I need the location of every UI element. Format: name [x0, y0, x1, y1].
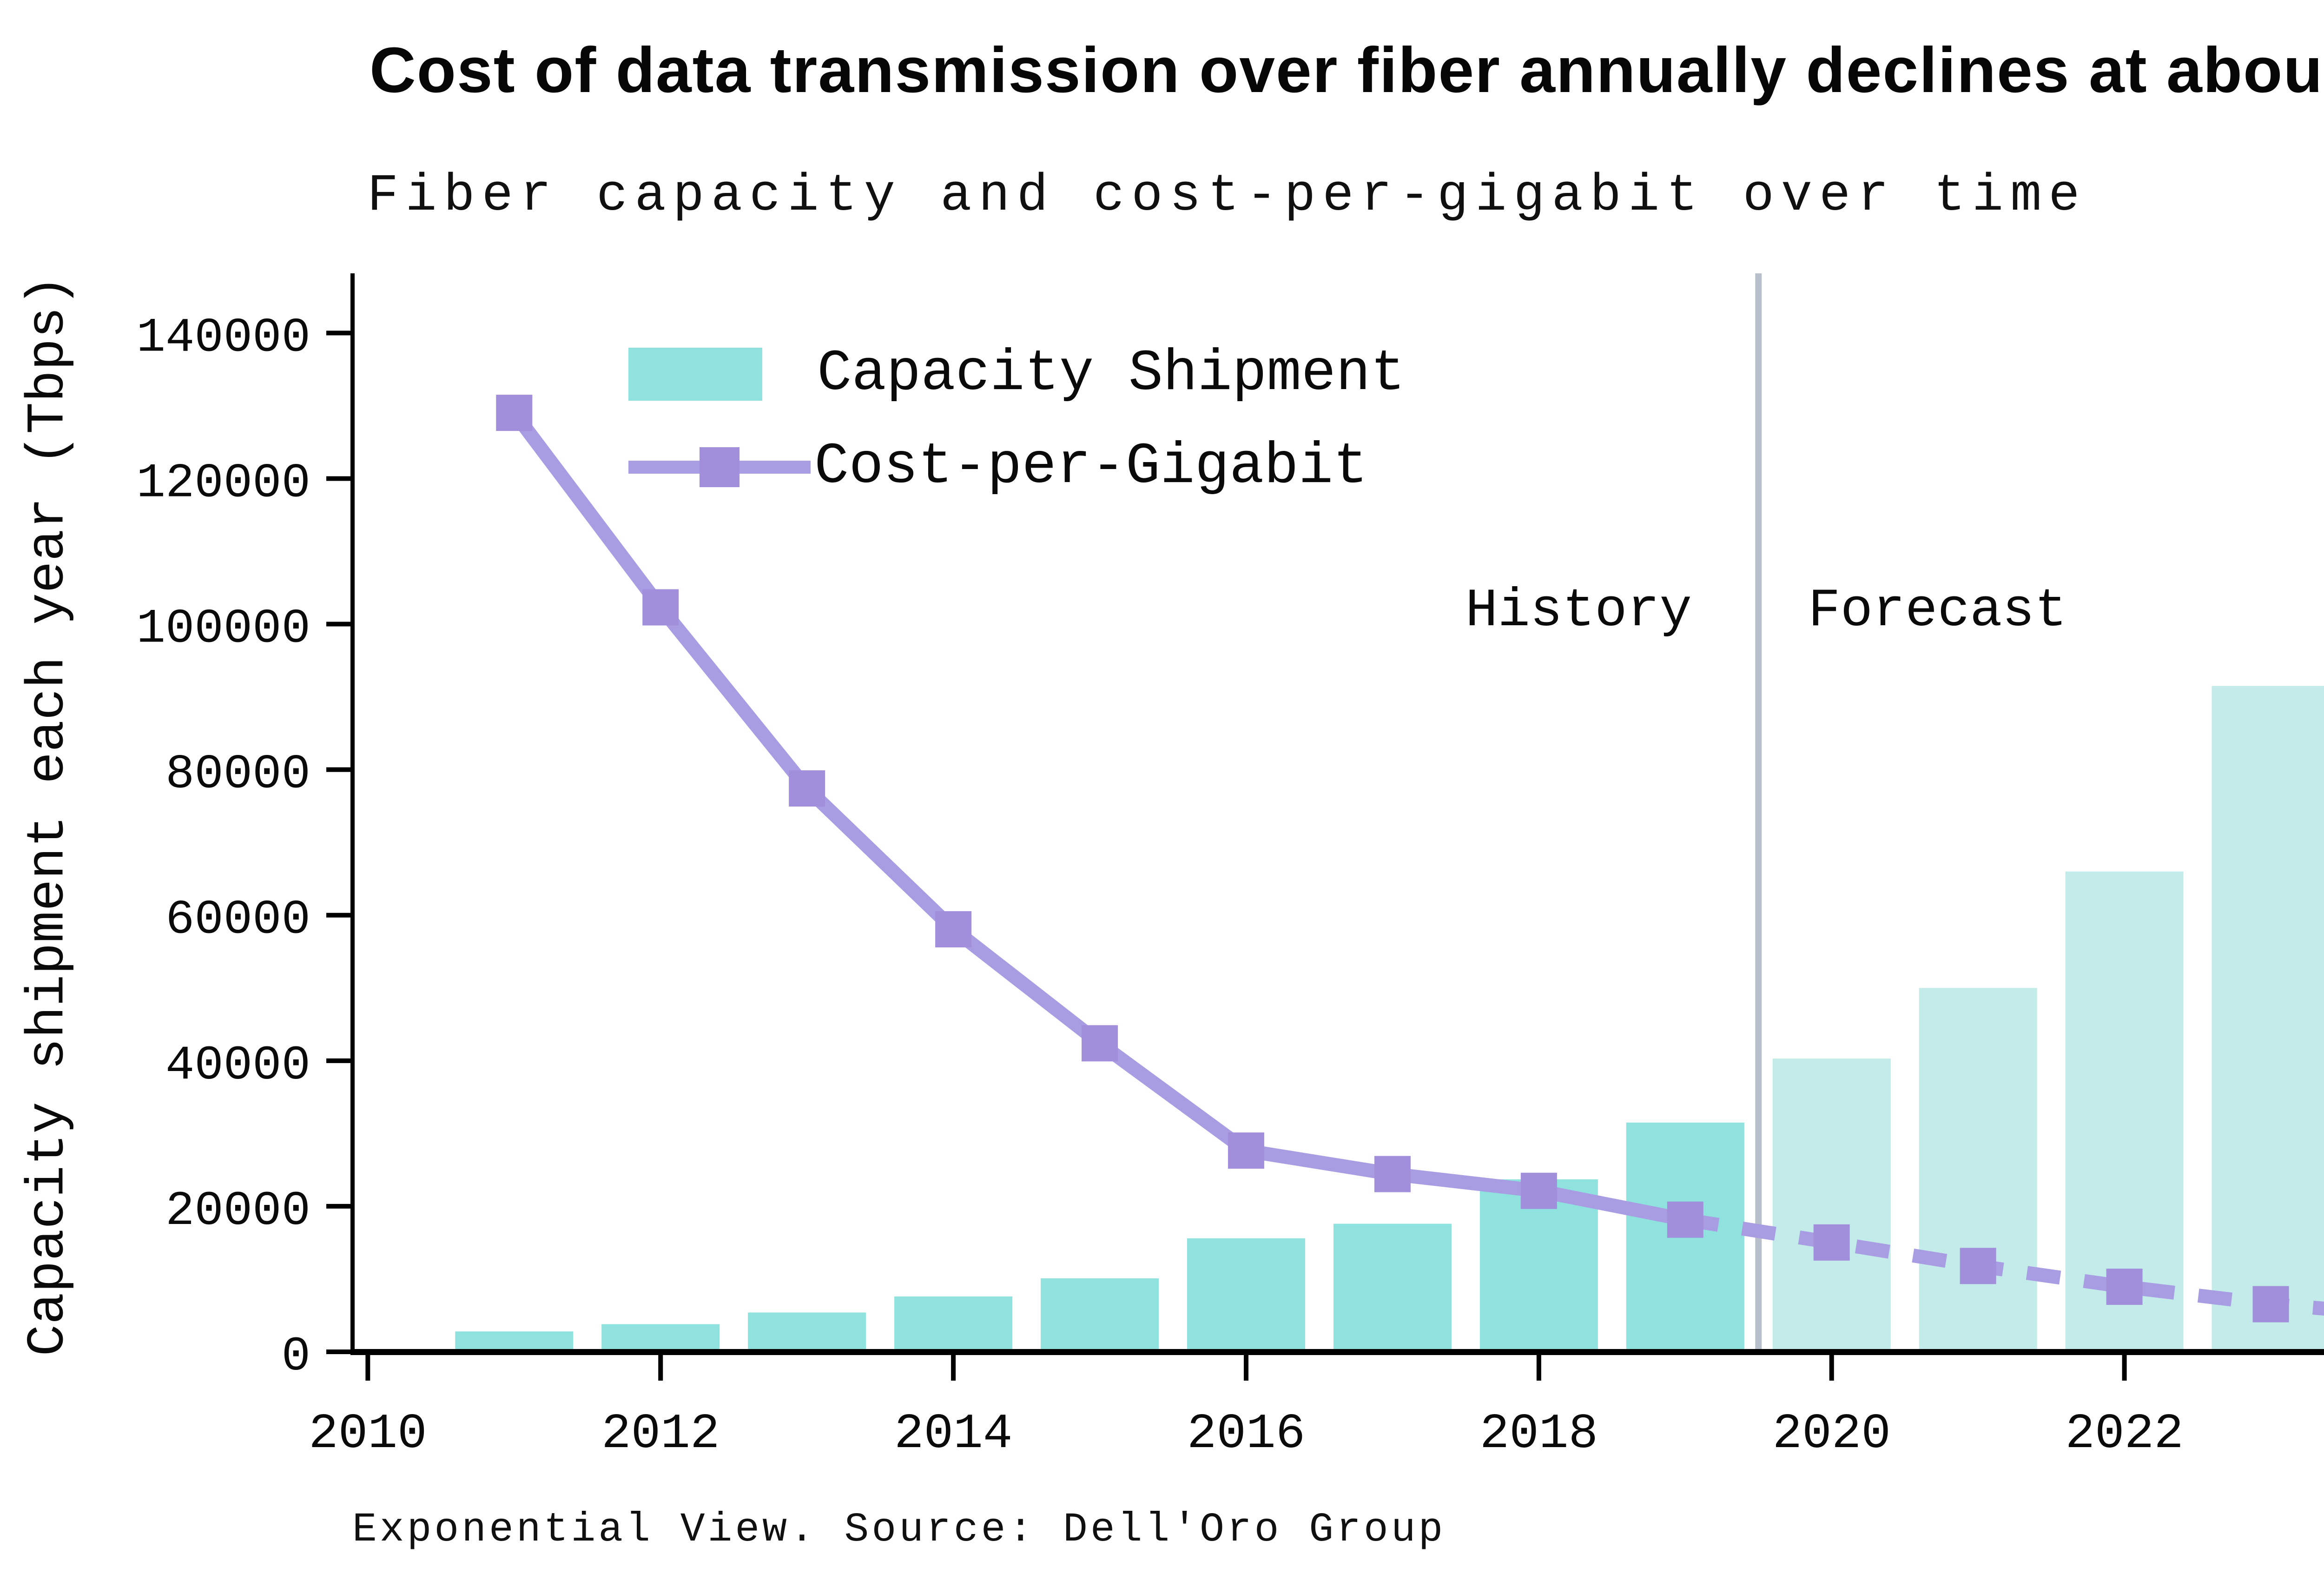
bar-2012: [601, 1324, 720, 1352]
bar-2017: [1333, 1224, 1452, 1352]
marker-2021: [1960, 1248, 1996, 1284]
legend: Capacity Shipment Cost-per-Gigabit: [628, 342, 1405, 534]
chart-subtitle: Fiber capacity and cost-per-gigabit over…: [367, 166, 2087, 225]
marker-2018: [1520, 1172, 1557, 1209]
cost-marker-icon: [700, 447, 739, 487]
marker-2017: [1374, 1156, 1411, 1192]
left-tick-label-100000: 100000: [137, 602, 310, 657]
left-tick-label-140000: 140000: [137, 311, 310, 365]
legend-row-capacity: Capacity Shipment: [628, 342, 1405, 407]
x-tick-label-2022: 2022: [2065, 1406, 2183, 1462]
left-tick-label-20000: 20000: [165, 1184, 310, 1239]
left-tick-label-120000: 120000: [137, 456, 310, 511]
marker-2023: [2252, 1286, 2289, 1323]
history-label: History: [1465, 580, 1692, 642]
cost-line-history: [508, 409, 1687, 1227]
bar-2015: [1041, 1278, 1159, 1352]
left-axis-label: Capacity shipment each year (Tbps): [19, 275, 79, 1356]
left-tick-label-60000: 60000: [165, 893, 310, 948]
forecast-label: Forecast: [1808, 580, 2067, 642]
legend-label-cost: Cost-per-Gigabit: [814, 435, 1368, 500]
bar-2023: [2212, 686, 2324, 1352]
legend-key-capacity: [628, 348, 813, 401]
x-tick-label-2010: 2010: [309, 1406, 427, 1462]
capacity-swatch-icon: [628, 348, 762, 401]
left-tick-label-40000: 40000: [165, 1038, 310, 1093]
marker-2014: [935, 911, 972, 948]
left-spine: [350, 273, 355, 1352]
left-tick-label-80000: 80000: [165, 747, 310, 802]
bar-2014: [894, 1296, 1013, 1352]
marker-2020: [1813, 1224, 1850, 1261]
marker-2015: [1082, 1025, 1118, 1062]
page-title: Cost of data transmission over fiber ann…: [370, 34, 2324, 106]
legend-row-cost: Cost-per-Gigabit: [628, 435, 1405, 500]
bar-2013: [748, 1312, 866, 1352]
left-tick-label-0: 0: [282, 1329, 310, 1384]
marker-2012: [642, 589, 679, 626]
source-note: Exponential View. Source: Dell'Oro Group: [352, 1507, 1446, 1553]
x-tick-label-2020: 2020: [1772, 1406, 1890, 1462]
legend-label-capacity: Capacity Shipment: [817, 342, 1406, 407]
marker-2011: [496, 395, 533, 431]
marker-2019: [1667, 1201, 1703, 1238]
marker-2022: [2106, 1269, 2143, 1305]
x-tick-label-2018: 2018: [1480, 1406, 1598, 1462]
bar-2020: [1772, 1058, 1891, 1352]
legend-key-cost: [628, 441, 811, 494]
bottom-spine: [350, 1349, 2324, 1355]
marker-2013: [789, 770, 825, 807]
bar-2021: [1919, 988, 2037, 1352]
bar-2011: [455, 1331, 574, 1352]
cost-line-forecast: [1684, 1212, 2324, 1316]
marker-2016: [1228, 1132, 1264, 1169]
x-tick-label-2012: 2012: [601, 1406, 720, 1462]
x-tick-label-2014: 2014: [894, 1406, 1012, 1462]
x-tick-label-2016: 2016: [1187, 1406, 1305, 1462]
bar-2016: [1187, 1238, 1305, 1352]
